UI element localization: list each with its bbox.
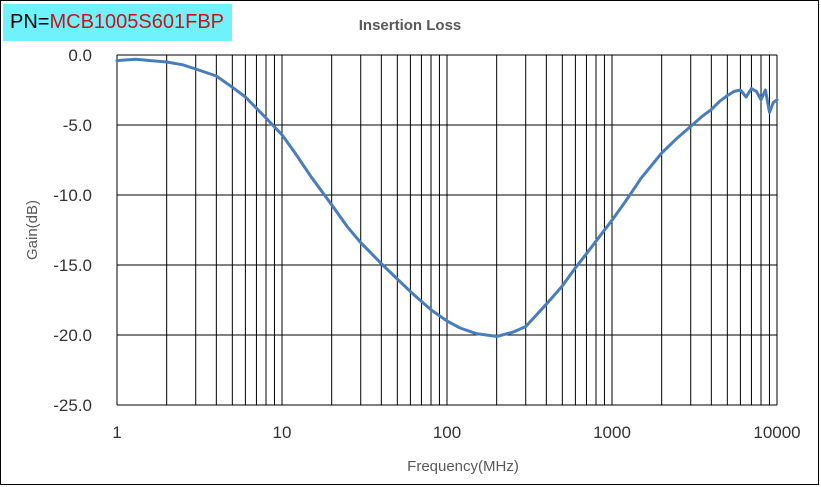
x-axis-label: Frequency(MHz)	[407, 458, 519, 475]
part-number-prefix: PN=	[10, 11, 50, 33]
y-tick-label: -25.0	[53, 396, 92, 415]
y-tick-label: -10.0	[53, 186, 92, 205]
chart-title: Insertion Loss	[359, 17, 462, 34]
y-axis-label: Gain(dB)	[24, 200, 41, 260]
tick-labels: 0.0 -5.0 -10.0 -15.0 -20.0 -25.0 1 10 100 1000 100…	[53, 46, 800, 442]
y-tick-label: -20.0	[53, 326, 92, 345]
y-tick-label: -15.0	[53, 256, 92, 275]
series-layer	[115, 57, 779, 338]
series-line	[115, 57, 779, 338]
x-tick-label: 10000	[753, 423, 800, 442]
x-tick-label: 10	[273, 423, 292, 442]
x-tick-label: 1000	[593, 423, 631, 442]
part-number-value: MCB1005S601FBP	[49, 11, 225, 33]
y-tick-label: -5.0	[63, 116, 92, 135]
grid-lines	[116, 54, 778, 406]
x-tick-label: 100	[433, 423, 461, 442]
x-tick-label: 1	[112, 423, 121, 442]
part-number-label: PN=MCB1005S601FBP	[3, 4, 232, 41]
y-tick-label: 0.0	[68, 46, 92, 65]
